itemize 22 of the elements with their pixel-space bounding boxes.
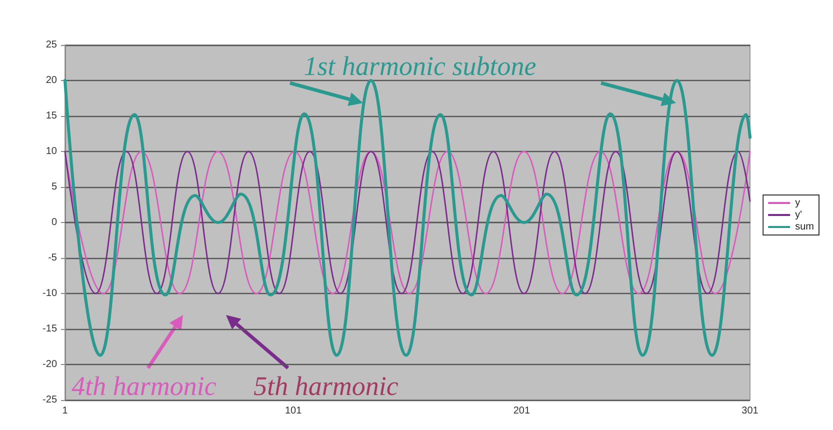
x-tick-label: 1	[62, 406, 68, 416]
x-tick-label: 101	[284, 406, 302, 416]
y-tick-label: -5	[48, 252, 58, 264]
y-tick-label: 25	[46, 40, 58, 50]
y-tick-label: -10	[42, 288, 58, 299]
x-tick-label: 301	[742, 406, 759, 416]
line-series	[64, 79, 752, 357]
y-tick-label: -20	[42, 359, 58, 370]
y-tick-label: 10	[46, 146, 58, 157]
legend-label: sum	[795, 222, 814, 232]
y-tick-label: -25	[42, 394, 58, 406]
y-tick-label: 5	[51, 182, 58, 192]
annotation: 4th harmonic	[72, 371, 216, 401]
annotation: 1st harmonic subtone	[304, 51, 536, 81]
y-tick-label: 0	[51, 217, 58, 228]
legend-label: y	[795, 198, 800, 208]
legend-label: y'	[795, 210, 802, 220]
annotation: 5th harmonic	[254, 371, 398, 401]
y-tick-label: -15	[42, 324, 58, 334]
y-tick-label: 15	[46, 110, 58, 122]
x-tick-label: 201	[513, 406, 530, 416]
y-tick-label: 20	[46, 75, 58, 86]
